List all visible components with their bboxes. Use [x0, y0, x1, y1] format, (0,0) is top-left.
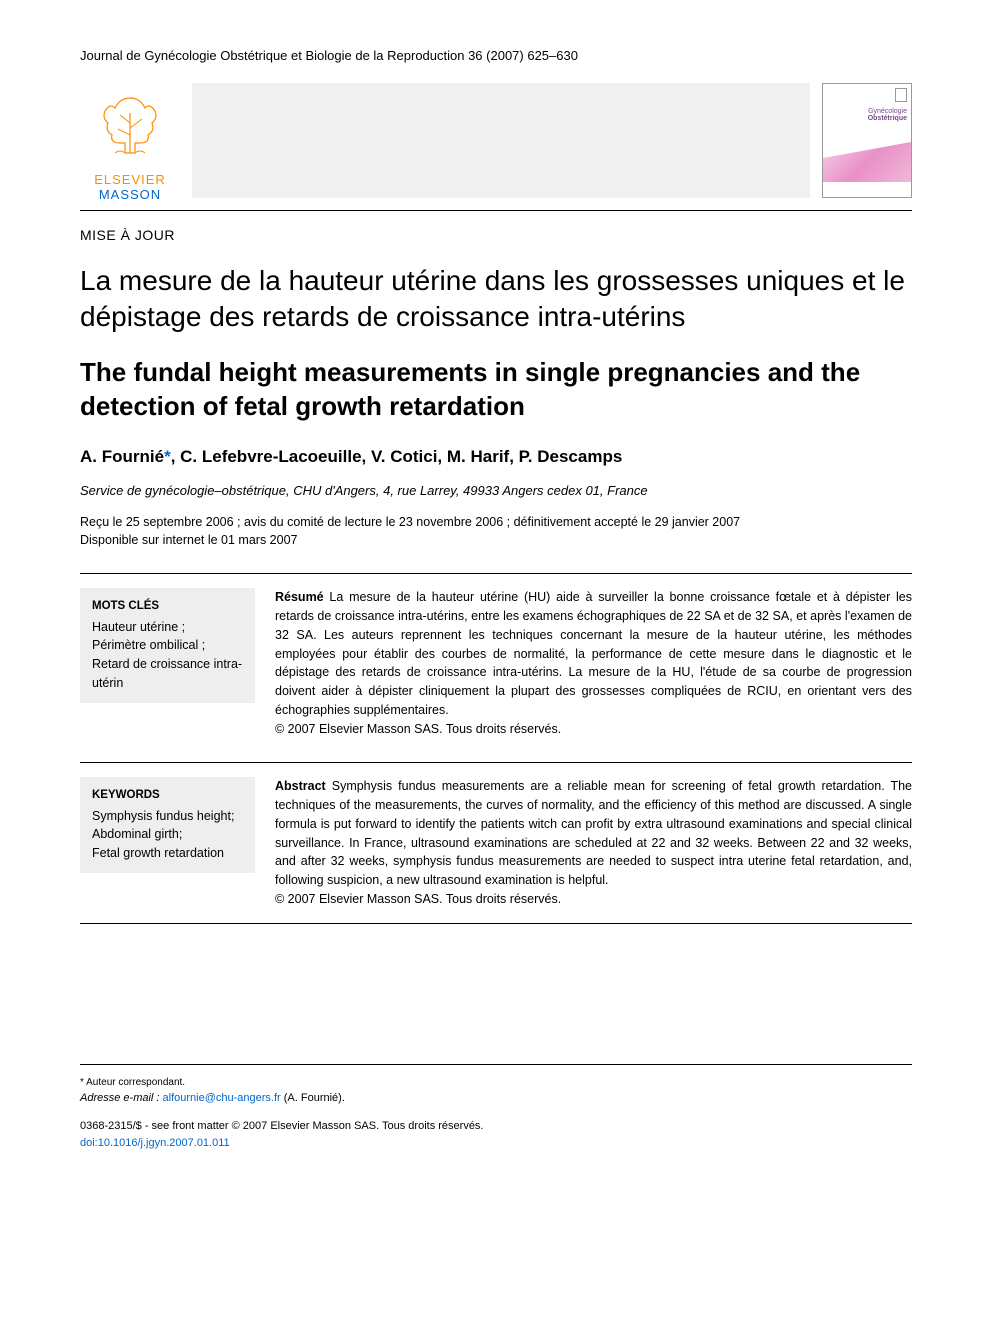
author-email-link[interactable]: alfournie@chu-angers.fr — [163, 1092, 281, 1104]
abstract-label: Abstract — [275, 779, 326, 793]
article-title-french: La mesure de la hauteur utérine dans les… — [80, 263, 912, 336]
resume-text: Résumé La mesure de la hauteur utérine (… — [275, 588, 912, 738]
masson-label: MASSON — [80, 187, 180, 202]
dates-received: Reçu le 25 septembre 2006 ; avis du comi… — [80, 514, 912, 532]
copyright-line: 0368-2315/$ - see front matter © 2007 El… — [80, 1118, 912, 1135]
doi-link[interactable]: doi:10.1016/j.jgyn.2007.01.011 — [80, 1135, 912, 1152]
corresponding-author-note: * Auteur correspondant. — [80, 1075, 912, 1090]
article-title-english: The fundal height measurements in single… — [80, 356, 912, 424]
keywords-items: Symphysis fundus height; Abdominal girth… — [92, 807, 243, 863]
elsevier-tree-icon — [90, 83, 170, 163]
abstract-body: Symphysis fundus measurements are a reli… — [275, 779, 912, 887]
authors-rest: , C. Lefebvre-Lacoeuille, V. Cotici, M. … — [171, 447, 623, 466]
journal-cover-thumbnail: Gynécologie Obstétrique — [822, 83, 912, 198]
resume-body: La mesure de la hauteur utérine (HU) aid… — [275, 590, 912, 717]
authors-list: A. Fournié*, C. Lefebvre-Lacoeuille, V. … — [80, 447, 912, 467]
dates-online: Disponible sur internet le 01 mars 2007 — [80, 532, 912, 550]
affiliation: Service de gynécologie–obstétrique, CHU … — [80, 483, 912, 498]
resume-label: Résumé — [275, 590, 324, 604]
abstract-copyright: © 2007 Elsevier Masson SAS. Tous droits … — [275, 890, 912, 909]
article-type: MISE À JOUR — [80, 227, 912, 243]
header-row: ELSEVIER MASSON Gynécologie Obstétrique — [80, 83, 912, 211]
abstract-section: KEYWORDS Symphysis fundus height; Abdomi… — [80, 762, 912, 923]
abstract-text: Abstract Symphysis fundus measurements a… — [275, 777, 912, 908]
keywords-label: KEYWORDS — [92, 787, 243, 804]
email-suffix: (A. Fournié). — [281, 1092, 345, 1104]
cover-journal-name-1: Gynécologie — [827, 108, 907, 115]
journal-citation: Journal de Gynécologie Obstétrique et Bi… — [80, 48, 912, 63]
cover-wave-graphic — [823, 142, 911, 182]
mots-cles-label: MOTS CLÉS — [92, 598, 243, 615]
page-footer: * Auteur correspondant. Adresse e-mail :… — [80, 1064, 912, 1152]
corresponding-star-icon[interactable]: * — [164, 447, 171, 466]
email-line: Adresse e-mail : alfournie@chu-angers.fr… — [80, 1090, 912, 1107]
resume-copyright: © 2007 Elsevier Masson SAS. Tous droits … — [275, 720, 912, 739]
author-corresponding: A. Fournié — [80, 447, 164, 466]
mots-cles-items: Hauteur utérine ; Périmètre ombilical ; … — [92, 618, 243, 693]
mots-cles-box: MOTS CLÉS Hauteur utérine ; Périmètre om… — [80, 588, 255, 702]
cover-journal-name-2: Obstétrique — [827, 115, 907, 122]
email-label: Adresse e-mail : — [80, 1092, 163, 1104]
resume-section: MOTS CLÉS Hauteur utérine ; Périmètre om… — [80, 573, 912, 738]
header-banner-bg — [192, 83, 810, 198]
elsevier-label: ELSEVIER — [80, 172, 180, 187]
publisher-logo: ELSEVIER MASSON — [80, 83, 180, 202]
article-dates: Reçu le 25 septembre 2006 ; avis du comi… — [80, 514, 912, 549]
keywords-box: KEYWORDS Symphysis fundus height; Abdomi… — [80, 777, 255, 873]
